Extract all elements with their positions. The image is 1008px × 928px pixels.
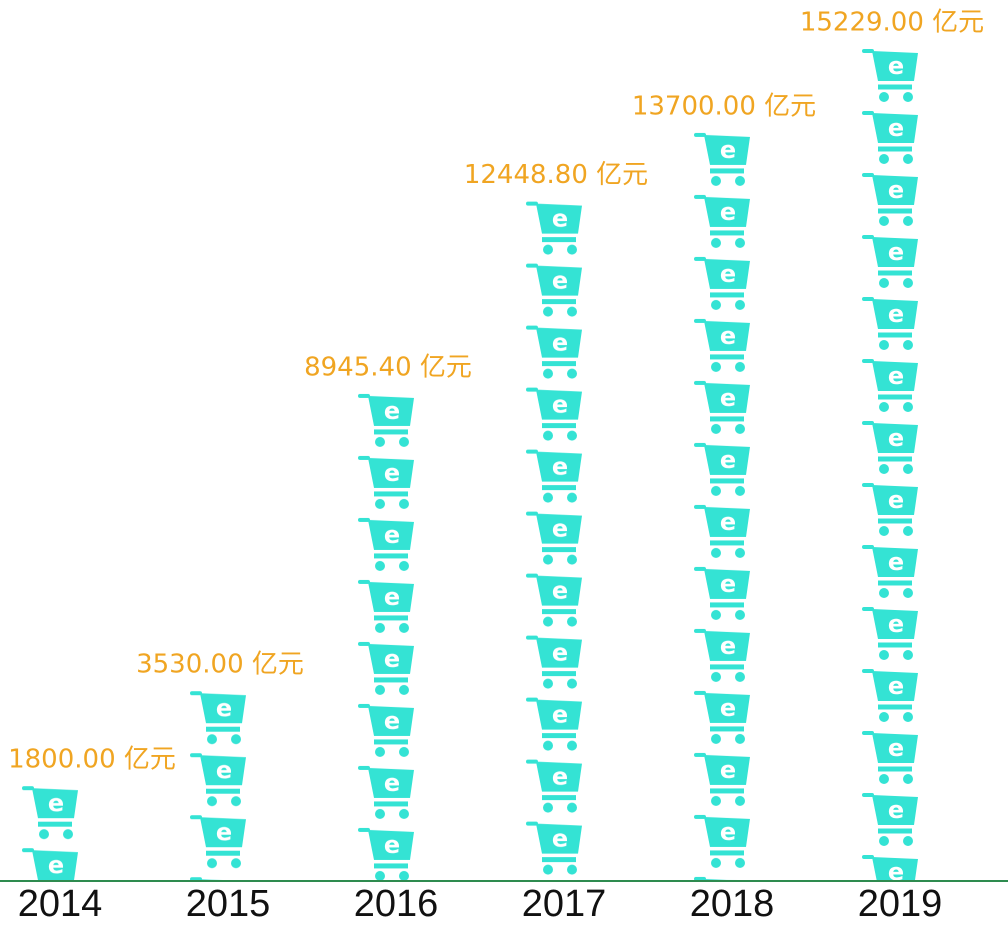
value-label: 12448.80 亿元: [464, 160, 648, 190]
x-tick-label: 2014: [18, 883, 103, 925]
x-tick-label: 2016: [354, 883, 439, 925]
pictograph-bar: [358, 389, 418, 881]
pictograph-bar: [694, 128, 754, 881]
x-tick-label: 2018: [690, 883, 775, 925]
value-label: 15229.00 亿元: [800, 8, 984, 38]
value-label: 3530.00 亿元: [136, 650, 304, 680]
pictograph-bar: [190, 687, 250, 881]
x-tick-label: 2019: [858, 883, 943, 925]
pictograph-bar: [22, 782, 82, 881]
pictograph-bar: [862, 45, 922, 881]
value-label: 8945.40 亿元: [304, 352, 472, 382]
value-label: 1800.00 亿元: [8, 745, 176, 775]
value-label: 13700.00 亿元: [632, 91, 816, 121]
x-tick-label: 2017: [522, 883, 607, 925]
pictograph-bar: [526, 197, 586, 881]
x-tick-label: 2015: [186, 883, 271, 925]
